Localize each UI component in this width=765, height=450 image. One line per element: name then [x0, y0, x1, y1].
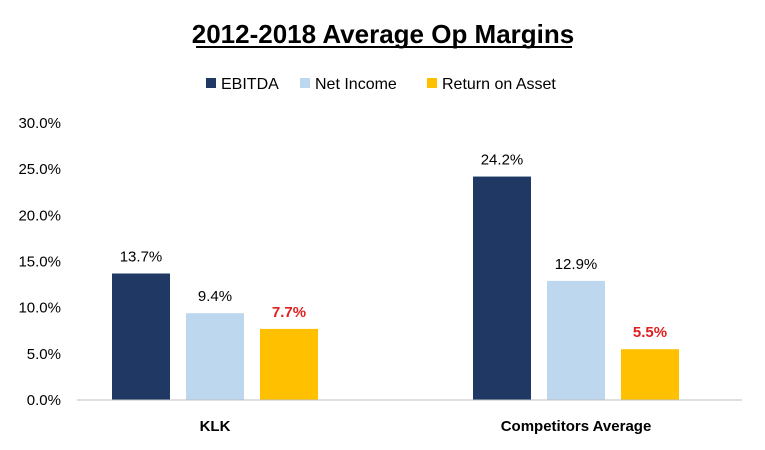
y-tick-label: 30.0% [18, 115, 61, 132]
bar-ebitda-competitors-average [473, 176, 531, 400]
bar-net-income-klk [186, 313, 244, 400]
bars [112, 176, 679, 400]
bar-net-income-competitors-average [547, 280, 605, 400]
data-label-return-on-asset-klk: 7.7% [272, 304, 306, 321]
legend: EBITDA Net Income Return on Asset [206, 76, 556, 93]
y-tick-label: 15.0% [18, 254, 61, 271]
x-axis: KLK Competitors Average [77, 399, 742, 435]
x-category-label-competitors-average: Competitors Average [501, 418, 652, 435]
y-tick-label: 25.0% [18, 161, 61, 178]
legend-swatch-return-on-asset [427, 78, 437, 88]
bar-ebitda-klk [112, 273, 170, 400]
legend-swatch-net-income [300, 78, 310, 88]
y-tick-label: 5.0% [27, 346, 61, 363]
data-label-ebitda-competitors-average: 24.2% [481, 152, 524, 169]
y-axis: 0.0% 5.0% 10.0% 15.0% 20.0% 25.0% 30.0% [18, 115, 61, 409]
legend-label-ebitda: EBITDA [221, 76, 279, 93]
chart-title-group: 2012-2018 Average Op Margins [192, 19, 574, 49]
data-labels: 13.7% 9.4% 7.7% 24.2% 12.9% 5.5% [120, 152, 667, 342]
data-label-net-income-competitors-average: 12.9% [555, 256, 598, 273]
legend-label-return-on-asset: Return on Asset [442, 76, 556, 93]
x-category-label-klk: KLK [200, 418, 231, 435]
y-tick-label: 20.0% [18, 207, 61, 224]
y-tick-label: 10.0% [18, 300, 61, 317]
data-label-return-on-asset-competitors-average: 5.5% [633, 324, 667, 341]
data-label-ebitda-klk: 13.7% [120, 249, 163, 266]
y-tick-label: 0.0% [27, 392, 61, 409]
data-label-net-income-klk: 9.4% [198, 288, 232, 305]
bar-return-on-asset-klk [260, 328, 318, 400]
legend-label-net-income: Net Income [315, 76, 397, 93]
bar-return-on-asset-competitors-average [621, 349, 679, 400]
legend-swatch-ebitda [206, 78, 216, 88]
chart-title: 2012-2018 Average Op Margins [192, 19, 574, 49]
